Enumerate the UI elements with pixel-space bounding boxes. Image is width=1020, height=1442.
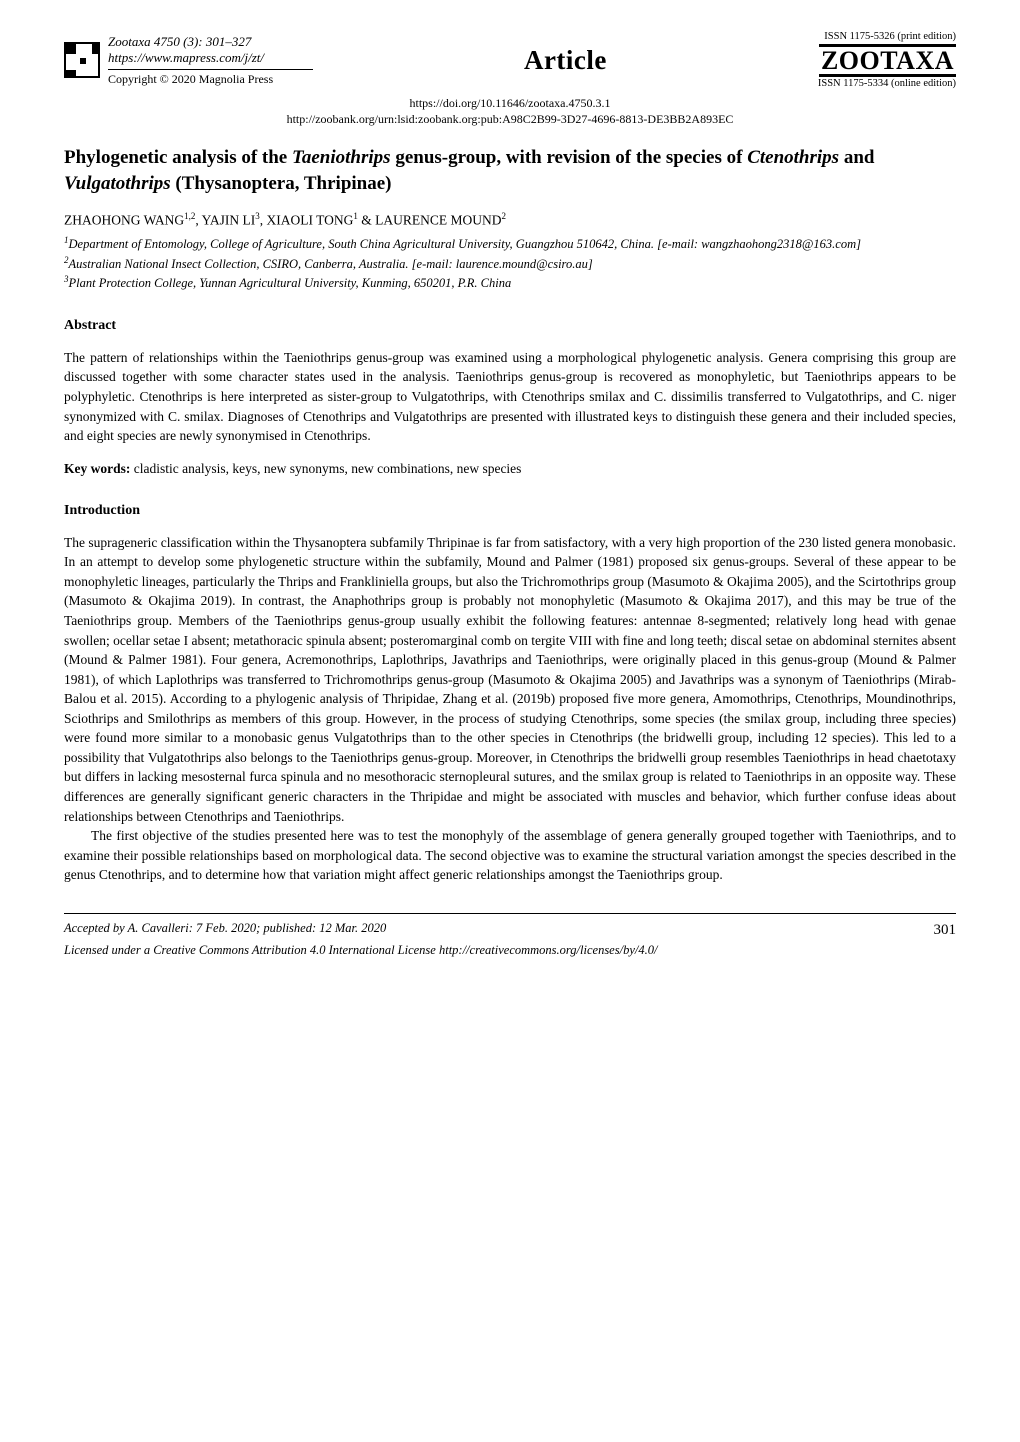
affil-1-text: Department of Entomology, College of Agr… [69, 237, 862, 251]
abstract-heading: Abstract [64, 317, 956, 336]
accepted-line: Accepted by A. Cavalleri: 7 Feb. 2020; p… [64, 920, 386, 940]
affiliation-3: 3Plant Protection College, Yunnan Agricu… [64, 273, 956, 293]
affiliation-2: 2Australian National Insect Collection, … [64, 254, 956, 274]
journal-block: Zootaxa 4750 (3): 301–327 https://www.ma… [108, 34, 313, 87]
article-title: Phylogenetic analysis of the Taeniothrip… [64, 145, 956, 196]
mapress-url[interactable]: https://www.mapress.com/j/zt/ [108, 50, 313, 66]
author-4-sup: 2 [502, 211, 507, 221]
zoobank-link[interactable]: http://zoobank.org/urn:lsid:zoobank.org:… [64, 111, 956, 127]
doi-link[interactable]: https://doi.org/10.11646/zootaxa.4750.3.… [64, 95, 956, 111]
author-1: ZHAOHONG WANG [64, 213, 184, 228]
zootaxa-logo: ZOOTAXA [819, 44, 956, 77]
author-2: , YAJIN LI [195, 213, 255, 228]
qr-code-icon [64, 42, 100, 78]
title-tail: (Thysanoptera, Thripinae) [171, 173, 392, 194]
keywords-label: Key words: [64, 461, 130, 476]
title-and: and [839, 147, 874, 168]
article-label: Article [524, 42, 607, 78]
page-header: Zootaxa 4750 (3): 301–327 https://www.ma… [64, 30, 956, 91]
title-mid-1: genus-group, with revision of the specie… [391, 147, 748, 168]
page-footer: Accepted by A. Cavalleri: 7 Feb. 2020; p… [64, 913, 956, 940]
copyright-line: Copyright © 2020 Magnolia Press [108, 69, 313, 87]
author-3: , XIAOLI TONG [260, 213, 354, 228]
issn-print: ISSN 1175-5326 (print edition) [818, 30, 956, 44]
doi-block: https://doi.org/10.11646/zootaxa.4750.3.… [64, 95, 956, 127]
author-4: & LAURENCE MOUND [358, 213, 502, 228]
authors-line: ZHAOHONG WANG1,2, YAJIN LI3, XIAOLI TONG… [64, 210, 956, 230]
keywords-line: Key words: cladistic analysis, keys, new… [64, 460, 956, 478]
intro-paragraph-2: The first objective of the studies prese… [64, 826, 956, 885]
issn-online: ISSN 1175-5334 (online edition) [818, 77, 956, 91]
title-genus-3: Vulgatothrips [64, 173, 171, 194]
affiliation-1: 1Department of Entomology, College of Ag… [64, 234, 956, 254]
title-pre: Phylogenetic analysis of the [64, 147, 292, 168]
abstract-body: The pattern of relationships within the … [64, 348, 956, 446]
journal-name: Zootaxa [108, 34, 151, 49]
title-genus-2: Ctenothrips [747, 147, 839, 168]
introduction-body: The suprageneric classification within t… [64, 533, 956, 885]
affil-3-text: Plant Protection College, Yunnan Agricul… [69, 276, 512, 290]
header-right: ISSN 1175-5326 (print edition) ZOOTAXA I… [818, 30, 956, 91]
introduction-heading: Introduction [64, 502, 956, 521]
license-line: Licensed under a Creative Commons Attrib… [64, 942, 956, 959]
author-1-sup: 1,2 [184, 211, 195, 221]
keywords-text: cladistic analysis, keys, new synonyms, … [130, 461, 521, 476]
journal-issue: 4750 (3): 301–327 [154, 34, 252, 49]
header-left: Zootaxa 4750 (3): 301–327 https://www.ma… [64, 34, 313, 87]
page-number: 301 [934, 920, 957, 940]
affil-2-text: Australian National Insect Collection, C… [69, 257, 593, 271]
affiliations: 1Department of Entomology, College of Ag… [64, 234, 956, 293]
title-genus-1: Taeniothrips [292, 147, 391, 168]
intro-paragraph-1: The suprageneric classification within t… [64, 533, 956, 826]
journal-line: Zootaxa 4750 (3): 301–327 [108, 34, 313, 50]
